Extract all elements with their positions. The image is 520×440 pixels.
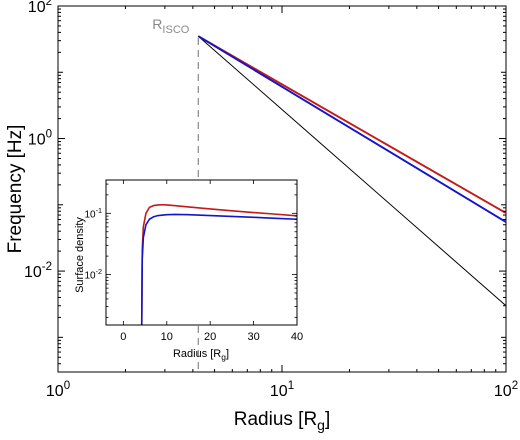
main-y-tick-label-0: 102 [28, 0, 52, 16]
inset-series-line-1 [140, 213, 298, 326]
inset-x-ticks: 0 10 20 30 40 [120, 180, 303, 343]
main-x-axis-label: Radius [Rg] [234, 409, 331, 433]
main-series-group [197, 35, 507, 307]
main-x-tick-label-1: 101 [270, 380, 294, 400]
inset-x-tick-label-2: 20 [204, 331, 216, 343]
inset-y-ticks: 10-1 10-2 [84, 183, 297, 318]
inset-x-tick-label-4: 40 [291, 331, 303, 343]
main-y-axis-label: Frequency [Hz] [5, 125, 26, 254]
inset-plot-frame [105, 179, 298, 326]
inset-x-tick-label-1: 10 [161, 331, 173, 343]
inset-x-tick-label-3: 30 [247, 331, 259, 343]
main-x-ticks: 100 101 102 [46, 6, 518, 400]
inset-chart: 0 10 20 30 40 10-1 10-2 Radius [Rg] Surface d… [74, 179, 303, 362]
inset-y-tick-label-1: 10-2 [84, 267, 102, 282]
main-series-line-0 [197, 35, 507, 307]
inset-y-tick-label-0: 10-1 [84, 206, 102, 221]
main-series-line-2 [197, 35, 507, 223]
main-series-line-1 [197, 35, 507, 214]
inset-x-tick-label-0: 0 [120, 331, 126, 343]
inset-background [106, 180, 297, 325]
inset-x-axis-label: Radius [Rg] [173, 348, 229, 362]
main-y-tick-label-2: 10-2 [24, 261, 52, 281]
inset-y-axis-label: Surface density [74, 217, 86, 293]
isco-label: RISCO [152, 16, 189, 36]
main-x-tick-label-0: 100 [46, 380, 70, 400]
main-x-tick-label-2: 102 [494, 380, 518, 400]
inset-series-line-0 [140, 203, 298, 326]
main-y-tick-label-1: 100 [28, 128, 52, 148]
inset-series-group [140, 203, 298, 326]
